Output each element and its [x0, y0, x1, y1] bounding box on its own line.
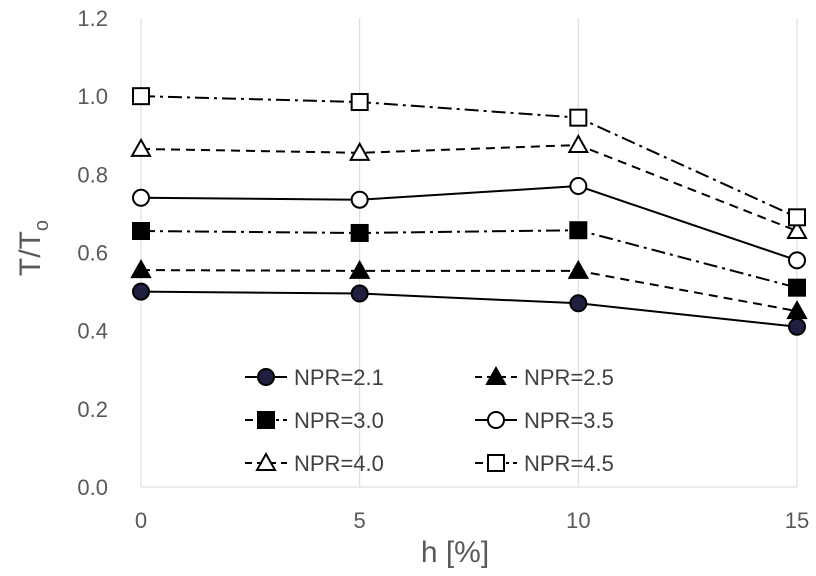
- grid-lines: [140, 18, 798, 488]
- legend-item: NPR=2.5: [475, 365, 614, 390]
- data-point: [350, 284, 369, 303]
- series-line: [140, 269, 798, 313]
- legend-item: NPR=2.1: [245, 365, 384, 390]
- y-axis-title: T/To: [14, 220, 53, 276]
- data-point: [130, 259, 152, 279]
- y-tick-label: 0.2: [77, 397, 108, 422]
- legend-label: NPR=2.5: [524, 365, 614, 390]
- data-point: [788, 208, 806, 227]
- series-4: [130, 133, 808, 240]
- legend-item: NPR=3.5: [475, 408, 614, 433]
- y-tick-label: 1.0: [77, 84, 108, 109]
- data-point: [569, 221, 588, 240]
- data-point: [348, 259, 371, 279]
- y-tick-label: 0.6: [77, 241, 108, 266]
- data-point: [569, 108, 588, 127]
- series-line: [140, 185, 798, 262]
- legend-marker: [485, 365, 507, 385]
- x-tick-label: 0: [135, 508, 147, 533]
- series-2: [132, 221, 806, 297]
- x-tick-label: 10: [566, 508, 590, 533]
- series-group: [130, 87, 808, 336]
- series-line: [140, 95, 798, 219]
- y-tick-labels: 0.0 0.2 0.4 0.6 0.8 1.0 1.2: [77, 6, 108, 500]
- data-point: [350, 93, 369, 112]
- legend-marker: [255, 451, 277, 471]
- legend-label: NPR=4.0: [294, 451, 384, 476]
- legend-item: NPR=4.5: [475, 451, 614, 476]
- series-line: [140, 229, 798, 289]
- y-tick-label: 0.4: [77, 319, 108, 344]
- legend-item: NPR=4.0: [245, 451, 384, 476]
- data-point: [132, 222, 150, 241]
- x-axis-title: h [%]: [421, 536, 489, 569]
- legend-item: NPR=3.0: [245, 408, 384, 433]
- y-axis-title-main: T/T: [14, 231, 47, 276]
- data-point: [567, 133, 590, 154]
- series-1: [130, 259, 808, 320]
- y-tick-label: 0.8: [77, 162, 108, 187]
- data-point: [569, 177, 588, 196]
- legend: NPR=2.1 NPR=2.5 NPR=3.0 NPR=3.5 NPR=4.0 NPR=4…: [245, 365, 614, 476]
- legend-marker: [257, 411, 275, 429]
- data-point: [786, 300, 808, 320]
- legend-marker: [487, 454, 505, 472]
- legend-label: NPR=4.5: [524, 451, 614, 476]
- data-point: [350, 190, 369, 209]
- series-5: [132, 87, 806, 227]
- legend-marker: [487, 411, 505, 429]
- data-point: [567, 259, 590, 279]
- x-tick-label: 15: [785, 508, 809, 533]
- x-tick-labels: 0 5 10 15: [135, 508, 809, 533]
- data-point: [788, 278, 806, 297]
- data-point: [348, 141, 371, 161]
- series-line: [140, 144, 798, 232]
- legend-label: NPR=3.0: [294, 408, 384, 433]
- data-point: [788, 251, 806, 270]
- data-point: [350, 223, 369, 242]
- data-point: [786, 219, 808, 240]
- y-axis-title-subscript: o: [31, 220, 53, 231]
- data-point: [569, 294, 588, 313]
- data-point: [788, 317, 806, 336]
- legend-label: NPR=3.5: [524, 408, 614, 433]
- series-0: [132, 282, 806, 336]
- data-point: [132, 188, 150, 207]
- legend-label: NPR=2.1: [294, 365, 384, 390]
- series-line: [140, 290, 798, 328]
- data-point: [132, 282, 150, 301]
- x-tick-label: 5: [354, 508, 366, 533]
- data-point: [130, 137, 152, 157]
- series-3: [132, 177, 806, 270]
- y-tick-label: 0.0: [77, 475, 108, 500]
- data-point: [132, 87, 150, 106]
- y-tick-label: 1.2: [77, 6, 108, 31]
- legend-marker: [257, 368, 275, 386]
